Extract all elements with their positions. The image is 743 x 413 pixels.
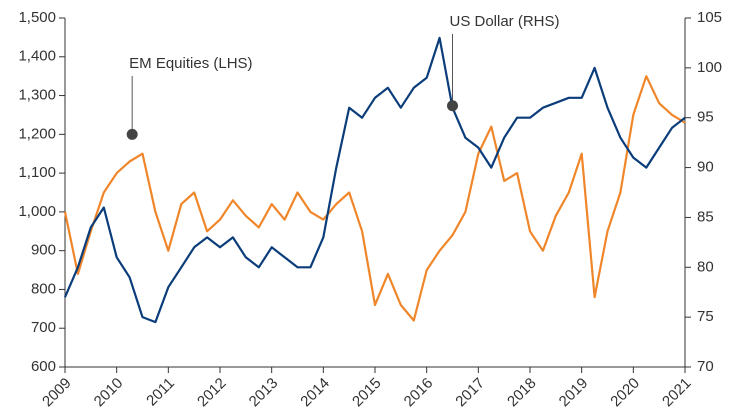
y2-tick-label: 100 bbox=[697, 59, 722, 76]
x-tick-label: 2021 bbox=[659, 375, 695, 411]
y-tick-label: 1,400 bbox=[18, 48, 56, 65]
annotation-marker bbox=[126, 128, 138, 140]
annotation-marker bbox=[447, 100, 458, 112]
y-tick-label: 1,200 bbox=[18, 125, 56, 142]
x-tick-label: 2011 bbox=[143, 375, 178, 410]
y2-tick-label: 75 bbox=[697, 308, 714, 325]
series-line bbox=[63, 36, 686, 324]
y2-tick-label: 95 bbox=[697, 109, 714, 126]
x-tick-label: 2014 bbox=[297, 375, 333, 411]
y-tick-label: 1,100 bbox=[18, 164, 56, 181]
annotation-label: US Dollar (RHS) bbox=[450, 13, 560, 30]
y2-tick-label: 90 bbox=[697, 159, 714, 176]
y-tick-label: 1,500 bbox=[18, 9, 56, 26]
series-line bbox=[63, 75, 686, 322]
y-tick-label: 800 bbox=[31, 280, 56, 297]
x-tick-label: 2016 bbox=[401, 375, 437, 411]
y2-tick-label: 80 bbox=[697, 258, 714, 275]
y-tick-label: 600 bbox=[31, 358, 56, 375]
y-tick-label: 700 bbox=[31, 319, 56, 336]
y-tick-label: 1,000 bbox=[18, 203, 56, 220]
y2-tick-label: 85 bbox=[697, 208, 714, 225]
y2-tick-label: 105 bbox=[697, 9, 722, 26]
x-tick-label: 2020 bbox=[607, 375, 643, 411]
x-tick-label: 2019 bbox=[556, 375, 592, 411]
annotation-label: EM Equities (LHS) bbox=[129, 55, 252, 72]
x-tick-label: 2015 bbox=[349, 375, 385, 411]
y-tick-label: 900 bbox=[31, 242, 56, 259]
x-tick-label: 2009 bbox=[39, 375, 75, 411]
x-tick-label: 2017 bbox=[452, 375, 488, 411]
y2-tick-label: 70 bbox=[697, 358, 714, 375]
x-tick-label: 2010 bbox=[91, 375, 127, 411]
x-tick-label: 2012 bbox=[194, 375, 230, 411]
x-tick-label: 2013 bbox=[246, 375, 282, 411]
x-tick-label: 2018 bbox=[504, 375, 540, 411]
y-tick-label: 1,300 bbox=[18, 87, 56, 104]
